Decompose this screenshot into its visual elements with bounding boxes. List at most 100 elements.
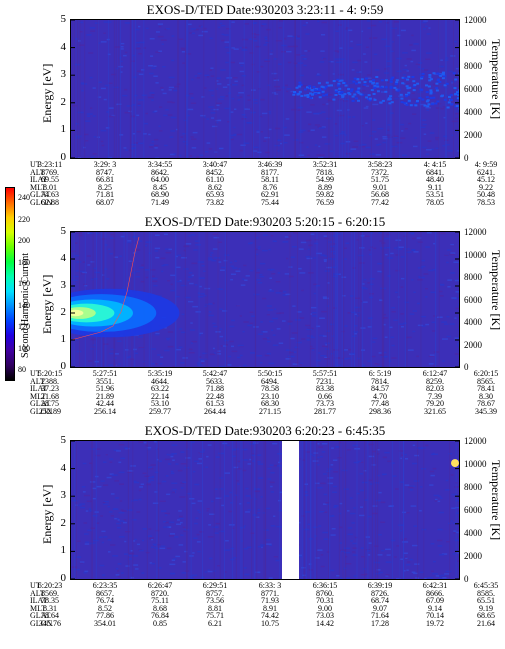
noise-pixel [442, 577, 447, 579]
orbit-table-row: GLON 62.88 68.07 71.49 73.82 75.44 76.59 77.42 7… [0, 199, 505, 207]
noise-pixel [335, 61, 342, 63]
flux-pixel [427, 85, 431, 88]
noise-pixel [190, 234, 196, 236]
y2-tick-label: 0 [464, 362, 469, 372]
noise-pixel [361, 85, 365, 88]
noise-pixel [344, 325, 348, 327]
time-streak [74, 441, 76, 579]
noise-pixel [259, 273, 263, 276]
noise-pixel [293, 139, 299, 141]
noise-pixel [211, 500, 214, 503]
time-streak [252, 20, 253, 158]
orbit-cell: 8.76 [263, 182, 277, 192]
noise-pixel [126, 105, 132, 107]
noise-pixel [245, 487, 249, 490]
noise-pixel [273, 157, 277, 158]
orbit-cell: 62.91 [261, 190, 279, 200]
noise-pixel [249, 269, 254, 272]
orbit-cell: 5:50:15 [257, 369, 283, 378]
noise-pixel [158, 50, 162, 52]
noise-pixel [400, 277, 405, 280]
noise-pixel [148, 467, 154, 470]
noise-pixel [367, 360, 371, 362]
y-tick-label: 2 [60, 516, 67, 529]
noise-pixel [207, 569, 210, 571]
noise-pixel [217, 83, 222, 85]
noise-pixel [205, 303, 209, 306]
orbit-table-row: MLT 8.31 8.52 8.68 8.81 8.91 9.00 9.07 9.14 9.19 [0, 604, 505, 613]
orbit-cell: 73.56 [206, 596, 224, 606]
noise-pixel [330, 464, 334, 466]
flux-pixel [373, 86, 377, 89]
flux-pixel [431, 103, 434, 106]
noise-pixel [439, 554, 445, 556]
noise-pixel [100, 129, 107, 132]
noise-pixel [367, 326, 372, 328]
noise-pixel [278, 63, 282, 65]
flux-pixel [400, 97, 404, 100]
noise-pixel [127, 509, 133, 511]
flux-pixel [454, 93, 458, 96]
flux-blob [71, 309, 84, 317]
flux-pixel [336, 78, 340, 81]
noise-pixel [377, 363, 380, 366]
noise-pixel [128, 558, 132, 560]
flux-pixel [384, 79, 388, 82]
noise-pixel [197, 509, 200, 512]
noise-pixel [330, 61, 334, 63]
noise-pixel [202, 352, 208, 355]
noise-pixel [189, 282, 194, 285]
noise-pixel [365, 105, 369, 108]
noise-pixel [278, 342, 284, 344]
time-streak [207, 232, 209, 367]
noise-pixel [285, 349, 292, 351]
noise-pixel [420, 265, 426, 268]
noise-pixel [172, 558, 177, 560]
noise-pixel [107, 157, 112, 158]
orbit-cell: 8726. [371, 588, 389, 598]
noise-pixel [428, 363, 434, 365]
noise-pixel [350, 352, 356, 355]
noise-pixel [344, 349, 349, 351]
noise-pixel [399, 558, 403, 560]
noise-pixel [315, 482, 320, 485]
noise-pixel [302, 24, 307, 27]
flux-pixel [323, 87, 327, 90]
noise-pixel [159, 363, 163, 365]
flux-pixel [321, 90, 325, 93]
noise-pixel [345, 27, 349, 29]
orbit-cell: 56.68 [371, 190, 389, 200]
noise-pixel [368, 253, 372, 256]
orbit-cell: 7814. [371, 376, 389, 386]
orbit-cell: 3:46:39 [257, 160, 283, 169]
noise-pixel [214, 532, 219, 534]
noise-pixel [200, 25, 203, 28]
noise-pixel [327, 477, 334, 479]
noise-pixel [165, 521, 171, 524]
noise-pixel [399, 481, 405, 483]
noise-pixel [237, 356, 241, 359]
noise-pixel [237, 99, 241, 101]
noise-pixel [260, 65, 264, 68]
noise-pixel [391, 307, 396, 309]
noise-pixel [109, 473, 114, 475]
flux-pixel [309, 92, 312, 95]
noise-pixel [150, 269, 156, 271]
noise-pixel [222, 345, 227, 347]
noise-pixel [233, 557, 237, 559]
noise-pixel [265, 41, 270, 44]
noise-pixel [86, 34, 92, 36]
noise-pixel [439, 295, 444, 297]
flux-pixel [395, 79, 399, 82]
noise-pixel [442, 338, 448, 340]
noise-pixel [79, 21, 83, 24]
noise-pixel [232, 77, 238, 79]
noise-pixel [383, 313, 386, 316]
noise-pixel [351, 522, 355, 524]
noise-pixel [138, 441, 144, 443]
noise-pixel [116, 450, 121, 452]
noise-pixel [236, 480, 239, 482]
time-streak [389, 232, 391, 367]
noise-pixel [194, 75, 197, 77]
noise-pixel [85, 140, 89, 142]
